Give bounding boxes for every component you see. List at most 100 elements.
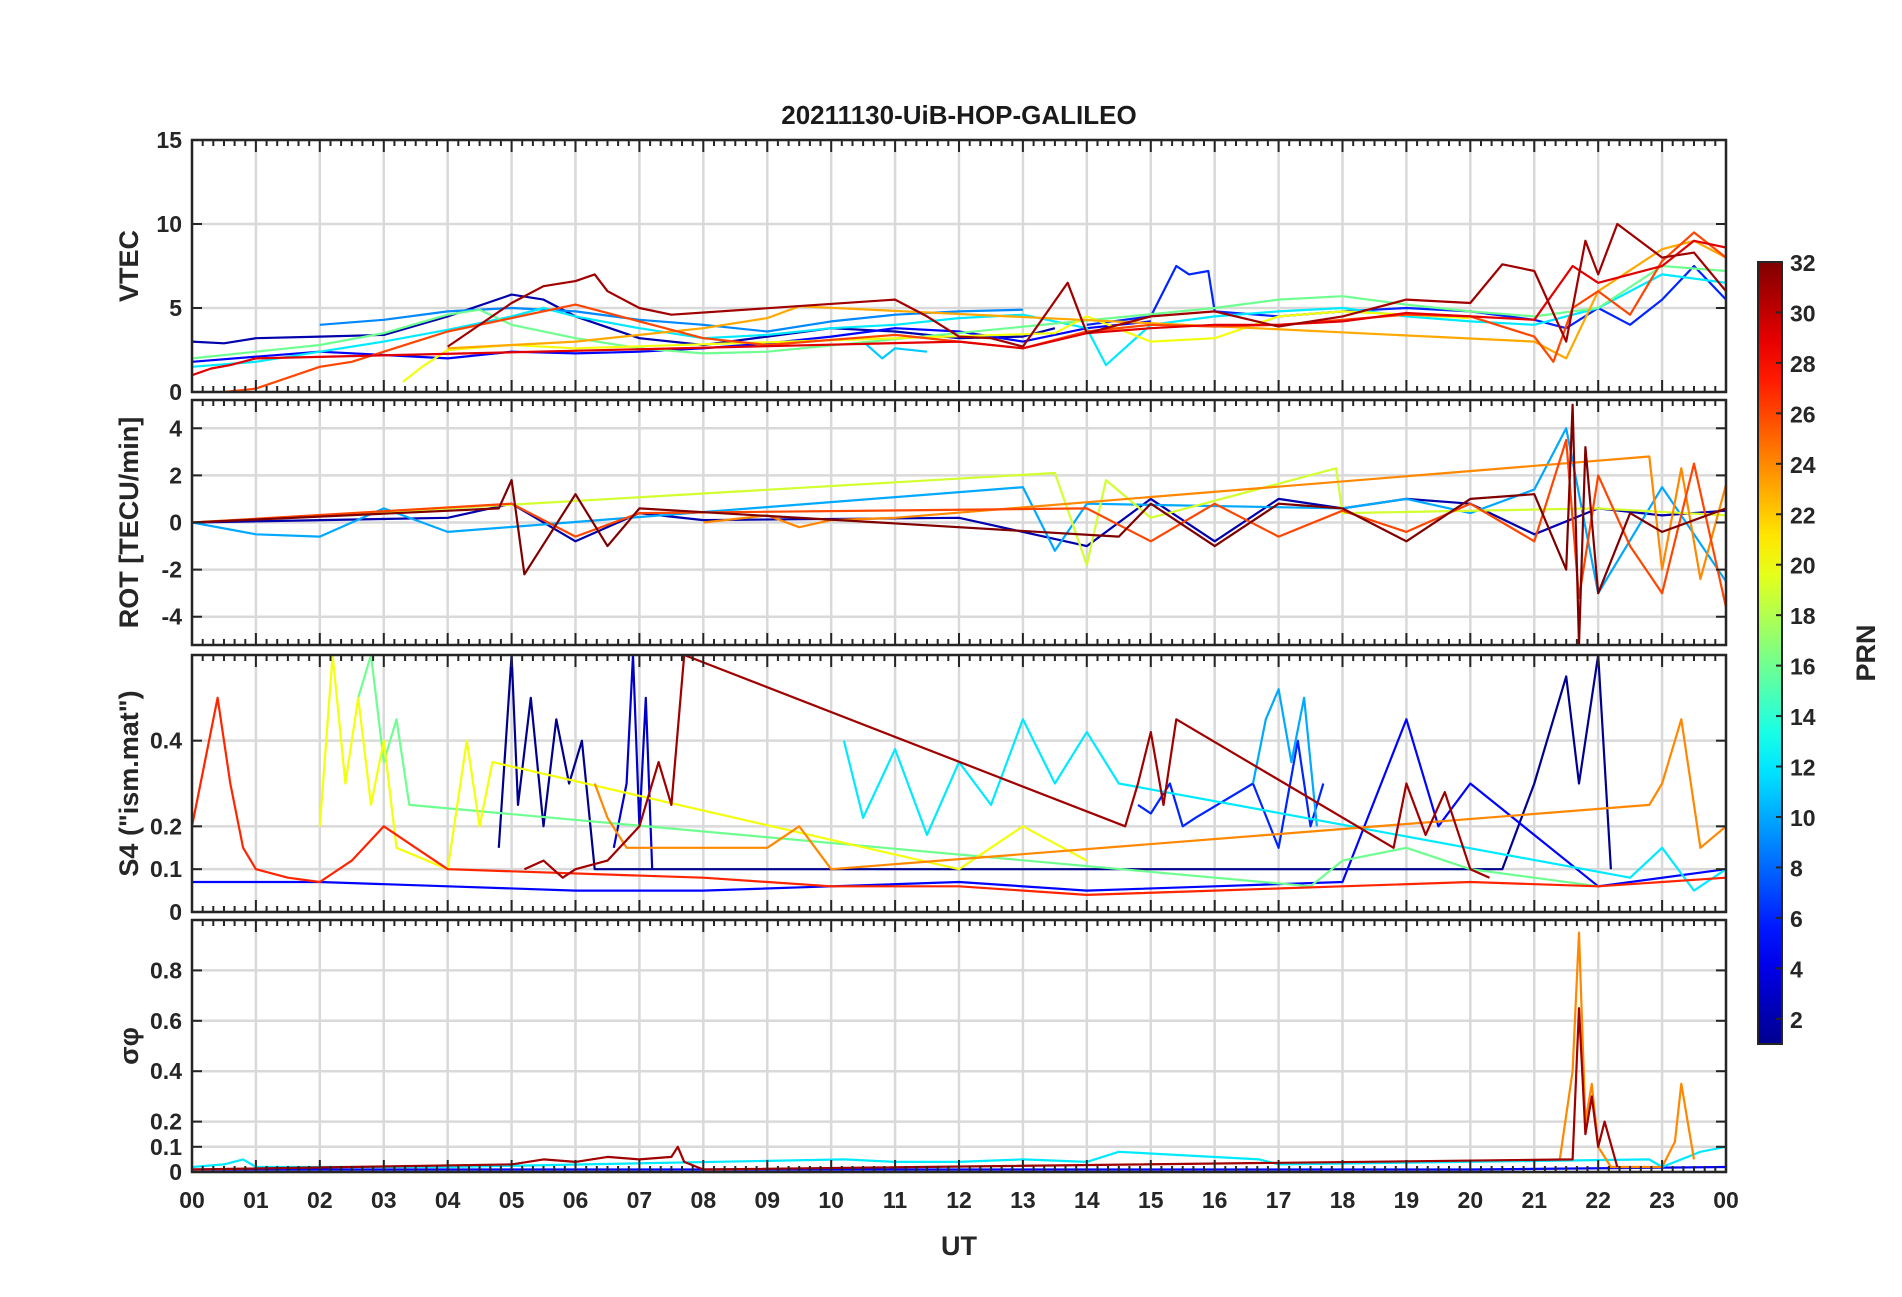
x-tick-label: 12 [946, 1187, 972, 1213]
series-line-prn-10 [1251, 688, 1318, 827]
colorbar-tick-label: 30 [1790, 300, 1816, 326]
y-axis-label: ROT [TECU/min] [114, 417, 144, 628]
colorbar-tick-label: 28 [1790, 351, 1816, 377]
x-tick-label: 13 [1010, 1187, 1036, 1213]
x-tick-label: 10 [818, 1187, 844, 1213]
x-tick-marks [191, 140, 1727, 392]
x-tick-label: 18 [1330, 1187, 1356, 1213]
x-tick-label: 20 [1458, 1187, 1484, 1213]
colorbar-label: PRN [1851, 624, 1881, 681]
series-line-prn-29 [192, 239, 1726, 377]
series-line-prn-1 [497, 655, 1612, 871]
colorbar-tick-label: 26 [1790, 401, 1816, 427]
y-axis-label: S4 ("ism.mat") [114, 690, 144, 876]
series-line-prn-9 [319, 306, 1023, 333]
series-group [192, 655, 1726, 897]
y-axis-label: VTEC [114, 230, 144, 302]
x-tick-label: 04 [435, 1187, 461, 1213]
series-line-prn-20 [402, 310, 1471, 383]
colorbar-tick-label: 2 [1790, 1007, 1803, 1033]
series-line-prn-26 [192, 438, 1726, 608]
y-tick-label: 0.2 [150, 813, 182, 839]
series-line-prn-24 [1558, 931, 1696, 1169]
y-tick-label: 5 [169, 295, 182, 321]
colorbar-tick-label: 14 [1790, 704, 1816, 730]
x-tick-label: 00 [1713, 1187, 1739, 1213]
y-tick-label: 0 [169, 1159, 182, 1185]
series-group [192, 222, 1726, 392]
panel-S4: 0 0.1 0.2 0.4S4 ("ism.mat") [114, 653, 1728, 925]
y-tick-label: -4 [162, 604, 183, 630]
x-tick-label: 06 [563, 1187, 589, 1213]
colorbar-tick-label: 16 [1790, 654, 1816, 680]
x-tick-label: 09 [754, 1187, 780, 1213]
y-tick-label: 0.1 [150, 1134, 182, 1160]
series-line-prn-6 [1137, 739, 1325, 849]
colorbar-tick-label: 6 [1790, 906, 1803, 932]
series-line-prn-31 [447, 222, 1726, 348]
y-tick-label: 0.4 [150, 728, 182, 754]
series-line-prn-27 [192, 696, 1726, 897]
series-group [192, 403, 1726, 645]
series-line-prn-10 [192, 427, 1726, 595]
colorbar-tick-label: 12 [1790, 755, 1816, 781]
colorbar-tick-label: 18 [1790, 603, 1816, 629]
colorbar-tick-label: 8 [1790, 855, 1803, 881]
series-line-prn-16 [192, 264, 1726, 360]
y-tick-label: 10 [156, 211, 182, 237]
series-line-prn-31 [523, 655, 1490, 879]
y-tick-label: 15 [156, 127, 182, 153]
series-line-prn-32 [192, 403, 1726, 645]
y-tick-label: 0.4 [150, 1058, 182, 1084]
colorbar-tick-label: 4 [1790, 956, 1803, 982]
x-tick-label: 08 [691, 1187, 717, 1213]
colorbar-gradient [1757, 261, 1783, 1045]
y-tick-label: 4 [169, 415, 182, 441]
x-tick-marks [191, 920, 1727, 1172]
x-tick-label: 21 [1521, 1187, 1547, 1213]
series-line-prn-3 [612, 655, 654, 870]
colorbar-tick-label: 20 [1790, 553, 1816, 579]
x-tick-label: 01 [243, 1187, 269, 1213]
x-tick-label: 07 [627, 1187, 653, 1213]
x-tick-label: 11 [883, 1187, 908, 1213]
panel-VTEC: 0 5 10 15 VTEC [114, 127, 1728, 405]
y-tick-label: 0 [169, 899, 182, 925]
series-line-prn-5 [192, 718, 1726, 892]
x-tick-marks [191, 655, 1727, 912]
series-line-prn-2 [192, 497, 1726, 548]
panel-ROT: -4 -2 0 2 4 ROT [TECU/min] [114, 398, 1728, 647]
series-line-prn-6 [1086, 264, 1726, 330]
y-tick-label: -2 [162, 557, 182, 583]
series-line-prn-24 [593, 718, 1726, 871]
series-line-prn-11 [862, 340, 928, 360]
x-tick-label: 22 [1585, 1187, 1611, 1213]
y-tick-label: 0 [169, 510, 182, 536]
x-tick-label: 00 [179, 1187, 205, 1213]
x-tick-label: 23 [1649, 1187, 1675, 1213]
series-line-prn-31 [192, 1007, 1619, 1171]
series-line-prn-16 [357, 655, 1599, 888]
y-axis-label: σφ [114, 1027, 144, 1065]
y-tick-label: 2 [169, 462, 182, 488]
series-line-prn-12 [842, 718, 1726, 892]
x-tick-label: 17 [1266, 1187, 1292, 1213]
x-tick-label: 15 [1138, 1187, 1164, 1213]
x-tick-label: 02 [307, 1187, 333, 1213]
x-tick-label: 19 [1394, 1187, 1420, 1213]
y-tick-label: 0.1 [150, 856, 182, 882]
panel-sigma_phi: 00.10.2 0.4 0.6 0.8 σφ [114, 918, 1728, 1185]
series-line-prn-12 [192, 273, 1726, 368]
colorbar-tick-label: 22 [1790, 502, 1816, 528]
y-tick-label: 0.2 [150, 1109, 182, 1135]
series-line-prn-12 [192, 1145, 1726, 1169]
series-line-prn-24 [703, 455, 1726, 581]
x-axis-label: UT [941, 1231, 977, 1261]
x-tick-label: 03 [371, 1187, 397, 1213]
colorbar-tick-label: 10 [1790, 805, 1816, 831]
colorbar-tick-label: 32 [1790, 250, 1816, 276]
x-tick-label: 14 [1074, 1187, 1100, 1213]
